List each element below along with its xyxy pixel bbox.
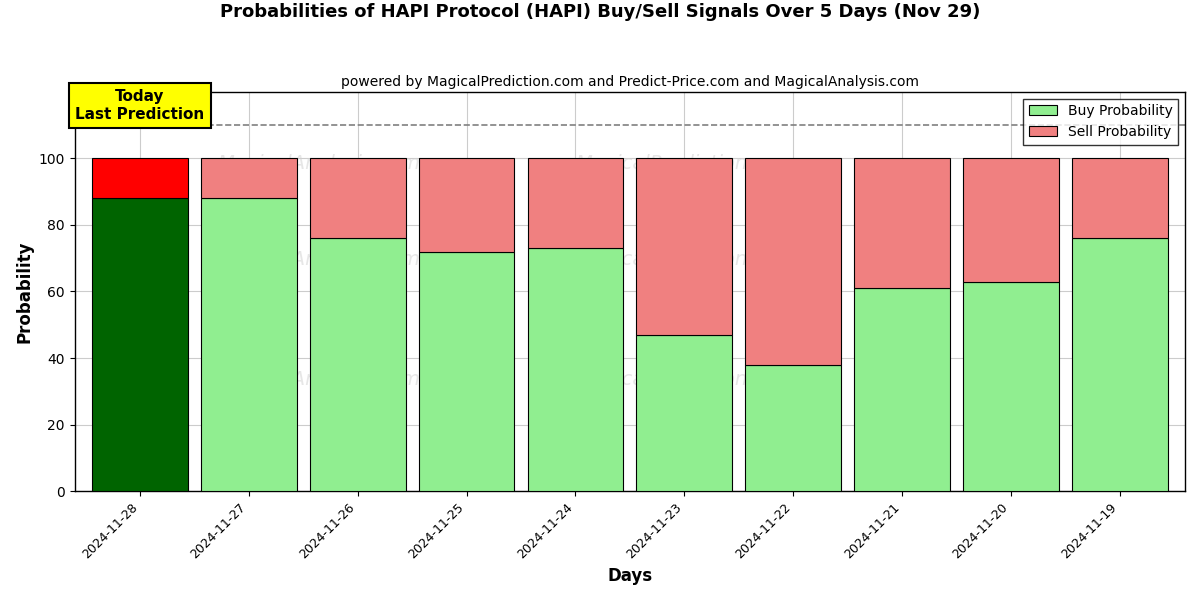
Text: MagicalPrediction.com: MagicalPrediction.com	[575, 154, 796, 173]
Bar	[854, 288, 950, 491]
Bar	[200, 158, 296, 198]
Bar	[528, 248, 623, 491]
X-axis label: Days: Days	[607, 567, 653, 585]
Bar	[745, 158, 841, 365]
Bar	[310, 158, 406, 238]
Bar	[854, 158, 950, 288]
Bar	[636, 158, 732, 335]
Bar	[419, 158, 515, 251]
Bar	[200, 198, 296, 491]
Bar	[310, 238, 406, 491]
Bar	[419, 251, 515, 491]
Bar	[745, 365, 841, 491]
Bar	[1072, 158, 1168, 238]
Bar	[92, 198, 188, 491]
Text: MagicalAnalysis.com: MagicalAnalysis.com	[217, 370, 420, 389]
Y-axis label: Probability: Probability	[16, 240, 34, 343]
Bar	[92, 158, 188, 198]
Text: MagicalAnalysis.com: MagicalAnalysis.com	[217, 250, 420, 269]
Text: Today
Last Prediction: Today Last Prediction	[76, 89, 204, 122]
Text: MagicalAnalysis.com: MagicalAnalysis.com	[217, 154, 420, 173]
Bar	[1072, 238, 1168, 491]
Bar	[962, 158, 1058, 281]
Bar	[636, 335, 732, 491]
Legend: Buy Probability, Sell Probability: Buy Probability, Sell Probability	[1024, 98, 1178, 145]
Title: powered by MagicalPrediction.com and Predict-Price.com and MagicalAnalysis.com: powered by MagicalPrediction.com and Pre…	[341, 75, 919, 89]
Text: Probabilities of HAPI Protocol (HAPI) Buy/Sell Signals Over 5 Days (Nov 29): Probabilities of HAPI Protocol (HAPI) Bu…	[220, 3, 980, 21]
Bar	[528, 158, 623, 248]
Text: MagicalPrediction.com: MagicalPrediction.com	[575, 250, 796, 269]
Text: MagicalPrediction.com: MagicalPrediction.com	[575, 370, 796, 389]
Bar	[962, 281, 1058, 491]
